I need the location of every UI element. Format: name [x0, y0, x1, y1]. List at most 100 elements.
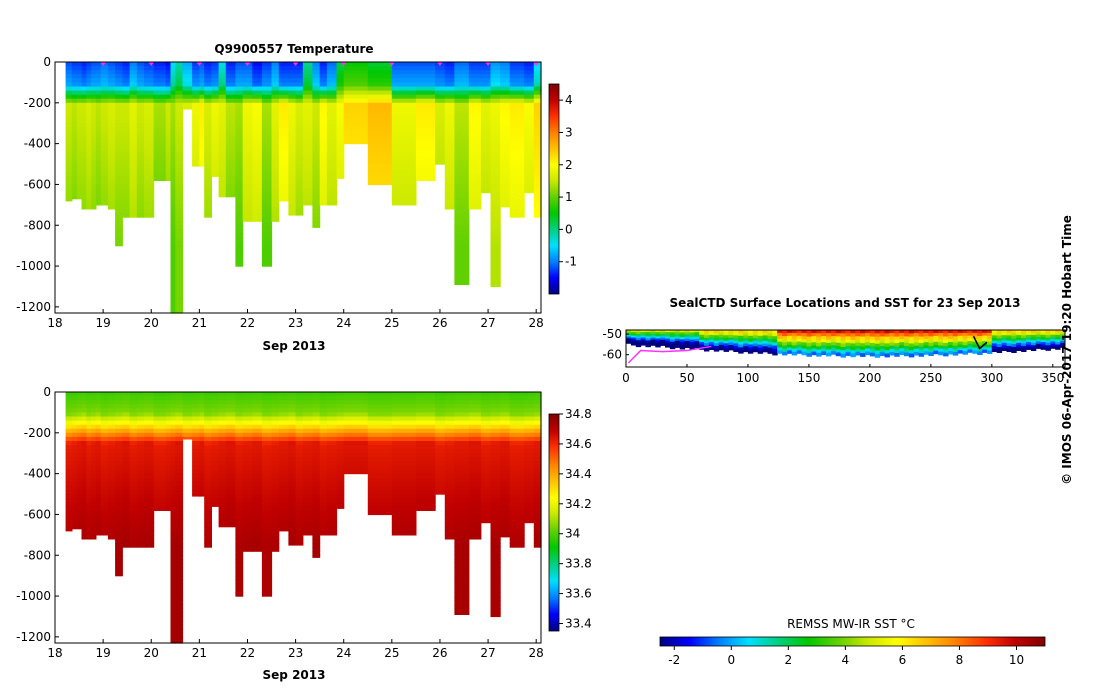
data-cell	[509, 139, 525, 145]
colorbar-tick-label: 34.4	[565, 467, 592, 481]
data-cell	[319, 82, 328, 88]
data-cell	[533, 164, 542, 169]
sst-cell	[738, 332, 744, 337]
data-cell	[225, 184, 236, 190]
sst-cell	[894, 349, 900, 354]
data-cell	[144, 534, 155, 540]
data-cell	[468, 204, 482, 210]
data-cell	[295, 135, 304, 141]
data-cell	[107, 481, 116, 487]
data-cell	[175, 502, 184, 507]
profile-marker	[148, 62, 155, 66]
data-cell	[500, 106, 511, 112]
data-cell	[288, 494, 297, 499]
data-cell	[509, 160, 525, 165]
data-cell	[252, 547, 263, 552]
sst-cell	[850, 350, 856, 354]
profile-column	[524, 392, 535, 524]
data-cell	[91, 160, 97, 165]
data-cell	[175, 543, 184, 548]
data-cell	[480, 139, 492, 145]
data-cell	[100, 102, 109, 108]
data-cell	[500, 416, 511, 422]
data-cell	[204, 70, 212, 75]
data-cell	[211, 90, 220, 96]
sst-cell	[1035, 332, 1042, 336]
sst-cell	[835, 330, 842, 334]
data-cell	[71, 514, 78, 520]
data-cell	[122, 514, 131, 520]
data-cell	[312, 143, 321, 149]
data-cell	[468, 416, 482, 422]
data-cell	[480, 477, 492, 483]
data-cell	[454, 432, 470, 438]
data-cell	[242, 86, 253, 92]
data-cell	[454, 200, 470, 206]
data-cell	[175, 213, 184, 218]
data-cell	[165, 469, 172, 475]
data-cell	[509, 94, 525, 100]
data-cell	[122, 106, 131, 112]
data-cell	[444, 408, 455, 413]
data-cell	[107, 204, 116, 210]
data-cell	[454, 543, 470, 548]
data-cell	[288, 151, 297, 157]
sst-cell	[947, 330, 954, 334]
data-cell	[252, 449, 263, 454]
data-cell	[204, 139, 212, 145]
data-cell	[235, 579, 244, 585]
sst-cell	[655, 344, 661, 348]
data-cell	[288, 408, 297, 413]
sst-cell	[1050, 330, 1056, 333]
data-cell	[242, 547, 253, 552]
data-cell	[261, 514, 273, 520]
data-cell	[295, 530, 304, 536]
data-cell	[235, 237, 244, 243]
sst-cell	[830, 336, 837, 340]
data-cell	[326, 392, 338, 397]
data-cell	[100, 62, 109, 67]
data-cell	[444, 82, 455, 88]
data-cell	[115, 184, 123, 190]
data-cell	[129, 74, 138, 79]
data-cell	[199, 123, 205, 128]
data-cell	[107, 453, 116, 458]
y-tick-label: -800	[24, 548, 51, 562]
sst-cell	[943, 349, 949, 354]
data-cell	[170, 534, 176, 540]
x-axis-label: Sep 2013	[263, 668, 326, 682]
data-cell	[218, 416, 227, 422]
data-cell	[288, 111, 297, 116]
sst-cell	[772, 330, 778, 334]
data-cell	[454, 221, 470, 226]
data-cell	[204, 428, 212, 434]
data-cell	[480, 143, 492, 149]
data-cell	[218, 473, 227, 479]
data-cell	[129, 86, 138, 92]
data-cell	[107, 184, 116, 190]
data-cell	[107, 506, 116, 511]
data-cell	[415, 139, 436, 145]
sst-cell	[806, 333, 812, 338]
sst-cell	[1055, 342, 1061, 345]
sst-cell	[772, 348, 778, 353]
data-cell	[288, 74, 297, 79]
data-cell	[91, 445, 97, 450]
data-cell	[415, 135, 436, 141]
data-cell	[295, 485, 304, 491]
sst-cell	[787, 332, 793, 337]
data-cell	[122, 196, 131, 202]
data-cell	[86, 176, 92, 181]
data-cell	[312, 225, 321, 228]
seal-track	[627, 345, 712, 364]
data-cell	[312, 106, 321, 112]
data-cell	[225, 457, 236, 462]
data-cell	[435, 106, 446, 112]
data-cell	[65, 461, 73, 467]
sst-cell	[660, 335, 666, 339]
data-cell	[468, 155, 482, 161]
profile-column	[415, 62, 436, 181]
data-cell	[336, 168, 345, 173]
data-cell	[533, 94, 542, 100]
data-cell	[129, 106, 138, 112]
